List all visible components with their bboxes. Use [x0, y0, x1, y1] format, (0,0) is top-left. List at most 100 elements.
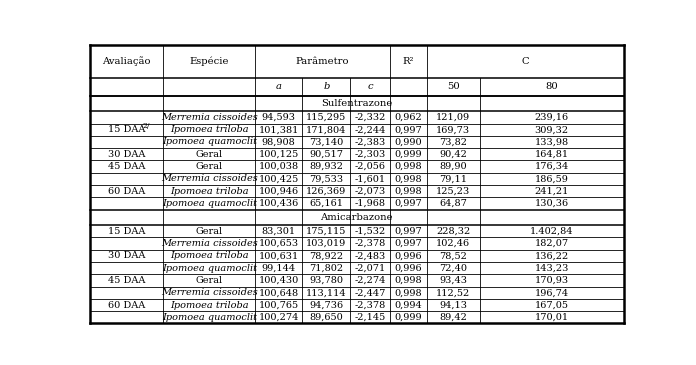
Text: 182,07: 182,07 [535, 239, 569, 248]
Text: 90,42: 90,42 [439, 150, 467, 159]
Text: 164,81: 164,81 [535, 150, 569, 159]
Text: 0,996: 0,996 [395, 264, 422, 273]
Text: -1,532: -1,532 [354, 227, 386, 236]
Text: -2,073: -2,073 [354, 187, 386, 196]
Text: 80: 80 [545, 82, 558, 91]
Text: 79,11: 79,11 [439, 174, 467, 183]
Text: -2,303: -2,303 [354, 150, 386, 159]
Text: Merremia cissoides: Merremia cissoides [161, 239, 258, 248]
Text: 169,73: 169,73 [436, 125, 470, 134]
Text: 64,87: 64,87 [439, 199, 467, 208]
Text: Geral: Geral [196, 150, 223, 159]
Text: 103,019: 103,019 [306, 239, 347, 248]
Text: Ipomoea quamoclit: Ipomoea quamoclit [161, 138, 257, 146]
Text: 73,140: 73,140 [309, 138, 343, 146]
Text: 196,74: 196,74 [535, 288, 569, 297]
Text: -2,244: -2,244 [354, 125, 386, 134]
Text: 100,425: 100,425 [259, 174, 299, 183]
Text: 239,16: 239,16 [535, 113, 569, 122]
Text: c: c [367, 82, 373, 91]
Text: 98,908: 98,908 [262, 138, 296, 146]
Text: Ipomoea triloba: Ipomoea triloba [170, 125, 248, 134]
Text: Parâmetro: Parâmetro [296, 57, 349, 66]
Text: 101,381: 101,381 [258, 125, 299, 134]
Text: 121,09: 121,09 [436, 113, 470, 122]
Text: 99,144: 99,144 [262, 264, 296, 273]
Text: Geral: Geral [196, 162, 223, 171]
Text: 45 DAA: 45 DAA [108, 276, 145, 285]
Text: 100,436: 100,436 [259, 199, 299, 208]
Text: 100,430: 100,430 [259, 276, 299, 285]
Text: Ipomoea triloba: Ipomoea triloba [170, 187, 248, 196]
Text: 100,653: 100,653 [259, 239, 299, 248]
Text: Merremia cissoides: Merremia cissoides [161, 288, 258, 297]
Text: -2,378: -2,378 [354, 300, 386, 310]
Text: Geral: Geral [196, 276, 223, 285]
Text: 60 DAA: 60 DAA [108, 300, 145, 310]
Text: a: a [276, 82, 282, 91]
Text: -2,071: -2,071 [354, 264, 386, 273]
Text: -2,378: -2,378 [354, 239, 386, 248]
Text: 126,369: 126,369 [306, 187, 347, 196]
Text: Sulfentrazone: Sulfentrazone [321, 99, 393, 108]
Text: 45 DAA: 45 DAA [108, 162, 145, 171]
Text: Espécie: Espécie [189, 57, 229, 66]
Text: 72,40: 72,40 [439, 264, 467, 273]
Text: 71,802: 71,802 [309, 264, 343, 273]
Text: Merremia cissoides: Merremia cissoides [161, 174, 258, 183]
Text: 89,42: 89,42 [439, 313, 467, 322]
Text: -2,383: -2,383 [354, 138, 386, 146]
Text: 73,82: 73,82 [439, 138, 467, 146]
Text: 175,115: 175,115 [306, 227, 347, 236]
Text: 89,90: 89,90 [440, 162, 467, 171]
Text: 0,998: 0,998 [395, 288, 422, 297]
Text: 0,999: 0,999 [395, 150, 422, 159]
Text: 176,34: 176,34 [535, 162, 569, 171]
Text: 100,125: 100,125 [259, 150, 299, 159]
Text: -2,145: -2,145 [354, 313, 386, 322]
Text: Geral: Geral [196, 227, 223, 236]
Text: 0,998: 0,998 [395, 162, 422, 171]
Text: -2,447: -2,447 [354, 288, 386, 297]
Text: -1,601: -1,601 [354, 174, 386, 183]
Text: 2/: 2/ [143, 122, 150, 130]
Text: 79,533: 79,533 [309, 174, 343, 183]
Text: Ipomoea quamoclit: Ipomoea quamoclit [161, 199, 257, 208]
Text: 1.402,84: 1.402,84 [530, 227, 574, 236]
Text: 89,650: 89,650 [310, 313, 343, 322]
Text: 241,21: 241,21 [535, 187, 569, 196]
Text: 186,59: 186,59 [535, 174, 569, 183]
Text: 93,780: 93,780 [309, 276, 343, 285]
Text: 50: 50 [447, 82, 460, 91]
Text: Ipomoea triloba: Ipomoea triloba [170, 300, 248, 310]
Text: Amicarbazone: Amicarbazone [320, 213, 393, 222]
Text: 100,038: 100,038 [259, 162, 299, 171]
Text: 94,736: 94,736 [309, 300, 343, 310]
Text: 0,997: 0,997 [395, 239, 422, 248]
Text: 78,922: 78,922 [309, 251, 343, 260]
Text: 0,998: 0,998 [395, 174, 422, 183]
Text: 0,997: 0,997 [395, 227, 422, 236]
Text: 0,996: 0,996 [395, 251, 422, 260]
Text: C: C [521, 57, 529, 66]
Text: 0,994: 0,994 [395, 300, 422, 310]
Text: 15 DAA: 15 DAA [108, 227, 145, 236]
Text: 170,93: 170,93 [535, 276, 569, 285]
Text: 65,161: 65,161 [309, 199, 343, 208]
Text: -2,332: -2,332 [354, 113, 386, 122]
Text: -2,274: -2,274 [354, 276, 386, 285]
Text: 167,05: 167,05 [535, 300, 569, 310]
Text: 93,43: 93,43 [439, 276, 467, 285]
Text: 0,997: 0,997 [395, 199, 422, 208]
Text: 0,990: 0,990 [395, 138, 422, 146]
Text: 0,999: 0,999 [395, 313, 422, 322]
Text: 309,32: 309,32 [535, 125, 569, 134]
Text: 15 DAA: 15 DAA [108, 125, 145, 134]
Text: 100,765: 100,765 [259, 300, 299, 310]
Text: 170,01: 170,01 [535, 313, 569, 322]
Text: 30 DAA: 30 DAA [108, 251, 145, 260]
Text: Ipomoea quamoclit: Ipomoea quamoclit [161, 313, 257, 322]
Text: -2,056: -2,056 [354, 162, 386, 171]
Text: 171,804: 171,804 [306, 125, 347, 134]
Text: 78,52: 78,52 [439, 251, 467, 260]
